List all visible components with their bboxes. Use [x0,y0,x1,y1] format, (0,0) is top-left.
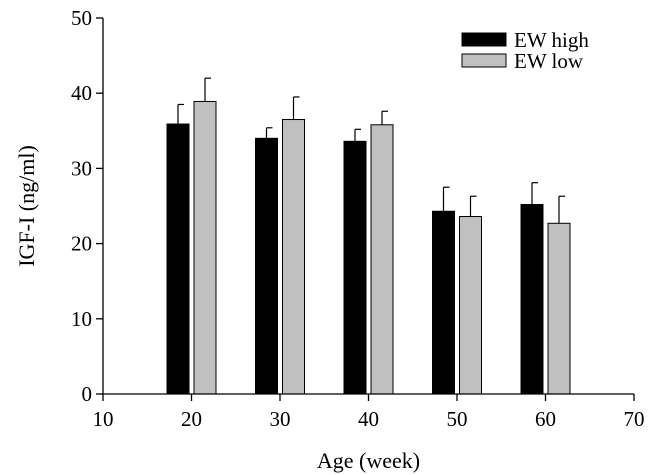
y-tick-label: 10 [71,307,92,331]
bar-ew-high [432,210,455,395]
bar-ew-high [343,140,367,395]
bar-ew-high [166,123,190,395]
y-tick-label: 30 [71,156,92,180]
legend-swatch-ew-low [461,53,507,68]
x-tick-label: 70 [624,407,645,431]
y-tick-label: 0 [82,382,93,406]
x-tick-label: 60 [535,407,556,431]
legend-label-ew-high: EW high [514,28,589,52]
bar-ew-low [547,222,571,395]
bars-layer [166,77,571,395]
x-tick-label: 50 [447,407,468,431]
x-tick-label: 10 [93,407,114,431]
y-tick-label: 50 [71,6,92,30]
y-tick-label: 20 [71,232,92,256]
legend-label-ew-low: EW low [514,49,584,73]
x-tick-label: 20 [181,407,202,431]
legend: EW high EW low [461,28,589,73]
bar-ew-low [459,216,482,395]
bar-ew-low [193,100,217,395]
y-axis-label: IGF-I (ng/ml) [14,145,39,267]
bar-ew-high [520,203,544,395]
bar-ew-high [255,137,278,395]
legend-swatch-ew-high [461,32,507,47]
bar-ew-low [282,119,305,395]
x-tick-label: 30 [270,407,291,431]
x-tick-label: 40 [358,407,379,431]
x-axis-label: Age (week) [317,448,420,473]
bar-ew-low [370,124,394,395]
y-tick-label: 40 [71,81,92,105]
